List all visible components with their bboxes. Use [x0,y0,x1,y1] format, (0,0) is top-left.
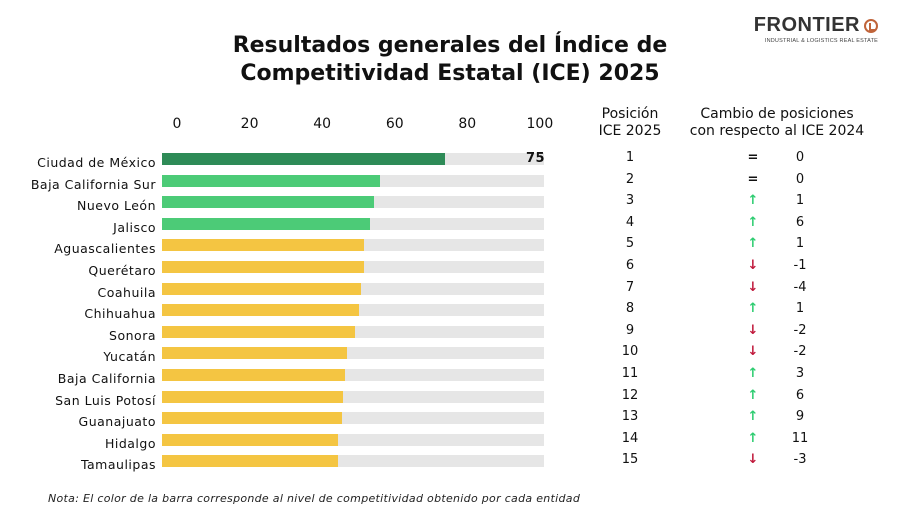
position-value: 9 [625,322,635,338]
position-change-value: -1 [793,258,807,273]
arrow-up-icon: ↑ [747,236,759,252]
state-label: Querétaro [88,263,156,278]
state-label: San Luis Potosí [55,392,156,408]
logo-tagline: INDUSTRIAL & LOGISTICS REAL ESTATE [764,38,878,44]
chart-title-line-1: Resultados generales del Índice de [232,33,668,58]
position-value: 14 [621,430,639,446]
position-value: 13 [621,409,639,425]
bar-jalisco [162,217,371,230]
state-label: Yucatán [103,349,156,365]
state-label: Nuevo León [77,198,156,214]
arrow-down-icon: ↓ [747,322,759,338]
bar-hidalgo [162,433,338,446]
state-label: Coahuila [97,284,156,300]
equal-icon: = [747,171,759,187]
bar-chihuahua [162,304,359,317]
position-change-value: 1 [795,301,805,317]
position-change-value: 1 [795,236,805,252]
state-label: Tamaulipas [80,457,156,473]
position-value: 1 [625,150,635,165]
position-header-line-2: ICE 2025 [598,123,662,139]
arrow-up-icon: ↑ [747,301,759,317]
change-column-header: Cambio de posiciones con respecto al ICE… [672,106,882,140]
position-change-value: 0 [795,171,805,187]
position-value: 15 [621,452,639,468]
bar-coahuila [162,282,361,295]
bar-baja-california-sur [162,174,380,187]
position-change-value: 6 [795,214,805,230]
bar-guanajuato [162,412,342,425]
x-tick-label: 60 [385,116,404,132]
state-label: Ciudad de México [37,155,156,170]
x-tick-label: 100 [526,116,554,132]
position-change-value: -2 [793,344,807,360]
bar-ciudad-de-méxico [162,153,445,165]
position-value: 8 [625,301,635,317]
position-change-value: -3 [793,452,807,468]
state-label: Sonora [109,327,156,343]
arrow-up-icon: ↑ [747,430,759,446]
bar-nuevo-león [162,196,374,209]
position-value: 11 [621,366,639,381]
position-value: 7 [625,279,635,295]
arrow-up-icon: ↑ [747,214,759,230]
position-change-value: 9 [795,409,805,425]
position-change-value: 6 [795,387,805,403]
position-change-value: 0 [795,150,805,165]
x-tick-label: 20 [240,116,259,132]
bar-sonora [162,325,355,338]
top-bar-value-label: 75 [526,151,546,166]
bar-yucatán [162,347,348,360]
x-tick-label: 0 [172,116,182,132]
arrow-up-icon: ↑ [747,387,759,403]
equal-icon: = [747,150,759,165]
position-change-value: 1 [795,193,805,209]
arrow-down-icon: ↓ [747,258,759,273]
arrow-up-icon: ↑ [747,193,759,209]
position-value: 10 [621,344,639,360]
position-column-header: Posición ICE 2025 [585,106,675,140]
state-label: Jalisco [113,219,156,235]
position-value: 6 [625,258,635,273]
position-value: 12 [621,387,639,403]
position-value: 5 [625,236,635,252]
arrow-down-icon: ↓ [747,344,759,360]
state-label: Hidalgo [104,435,156,451]
position-value: 2 [625,171,635,187]
state-label: Baja California [57,371,156,386]
x-tick-label: 40 [313,116,332,132]
bar-tamaulipas [162,455,338,468]
state-label: Baja California Sur [30,176,156,192]
arrow-down-icon: ↓ [747,279,759,295]
bar-baja-california [162,369,346,381]
position-change-value: 11 [791,430,809,446]
position-change-value: -2 [793,322,807,338]
state-label: Guanajuato [78,414,156,430]
state-label: Chihuahua [84,306,156,322]
bar-querétaro [162,261,365,273]
arrow-up-icon: ↑ [747,366,759,381]
chart-title-line-2: Competitividad Estatal (ICE) 2025 [240,61,660,86]
position-header-line-1: Posición [601,106,659,122]
change-header-line-2: con respecto al ICE 2024 [689,123,865,139]
position-change-value: -4 [793,279,807,295]
position-value: 3 [625,193,635,209]
frontier-logo: FRONTIER INDUSTRIAL & LOGISTICS REAL EST… [754,14,878,44]
footnote: Nota: El color de la barra corresponde a… [48,492,581,505]
x-tick-label: 80 [458,116,477,132]
logo-name: FRONTIER [753,14,860,36]
arrow-down-icon: ↓ [747,452,759,468]
change-header-line-1: Cambio de posiciones [700,106,854,122]
state-label: Aguascalientes [54,241,156,257]
position-change-value: 3 [795,366,805,381]
bar-aguascalientes [162,239,365,252]
chart-title: Resultados generales del Índice de Compe… [0,32,900,88]
bar-san-luis-potosí [162,390,344,403]
logo-mark-icon [864,18,878,33]
arrow-up-icon: ↑ [747,409,759,425]
position-value: 4 [625,214,635,230]
